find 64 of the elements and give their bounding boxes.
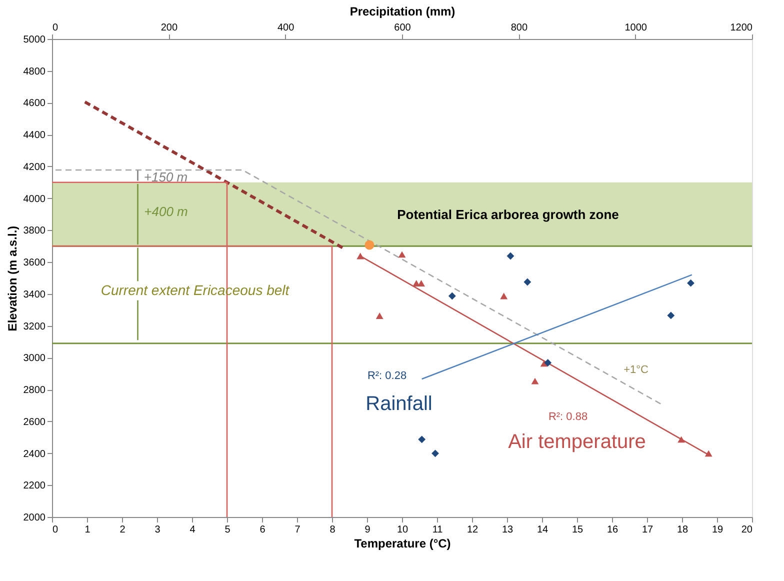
y-tick-label: 5000	[23, 34, 46, 46]
y-tick-label: 3800	[23, 226, 46, 237]
point	[500, 292, 508, 300]
point	[531, 378, 539, 384]
x2-tick-label: 800	[510, 22, 528, 34]
y-tick-label: 3200	[23, 321, 46, 332]
annotation: Rainfall	[366, 393, 432, 415]
x-tick-label: 18	[676, 524, 688, 536]
point	[364, 240, 374, 250]
y-tick-label: 3400	[23, 289, 46, 300]
y-tick-label: 2400	[23, 448, 46, 460]
x-tick-label: 4	[190, 524, 196, 536]
x-tick-label: 2	[120, 524, 126, 536]
x-tick-label: 19	[712, 524, 724, 536]
annotation: +400 m	[144, 204, 188, 219]
x-axis-title: Temperature (°C)	[354, 536, 451, 550]
y-tick-label: 4800	[23, 66, 46, 78]
x-tick-label: 13	[502, 524, 514, 536]
x-tick-label: 9	[364, 524, 371, 536]
x2-tick-label: 200	[160, 22, 178, 34]
point	[678, 436, 686, 443]
y-tick-label: 2800	[23, 385, 46, 396]
x-tick-label: 8	[330, 524, 336, 536]
x-tick-label: 0	[52, 524, 58, 536]
point	[418, 280, 425, 286]
x-tick-label: 17	[642, 524, 654, 536]
point	[704, 450, 712, 457]
x-tick-label: 5	[224, 524, 231, 536]
x-tick-label: 7	[294, 524, 301, 536]
point	[398, 251, 406, 258]
annotation: R²: 0.88	[548, 411, 588, 423]
annotation: +150 m	[144, 169, 188, 184]
x-tick-label: 20	[741, 524, 753, 536]
x2-tick-label: 0	[52, 22, 58, 34]
y-tick-label: 4000	[23, 194, 46, 205]
point	[356, 252, 364, 260]
x2-tick-label: 1200	[730, 22, 753, 34]
annotation: Air temperature	[508, 431, 646, 453]
y-tick-label: 4600	[23, 98, 46, 110]
point	[376, 312, 384, 319]
x2-tick-label: 400	[277, 22, 295, 34]
y-tick-label: 2200	[23, 480, 46, 492]
x-tick-label: 11	[432, 524, 444, 536]
y-tick-label: 2600	[23, 416, 46, 428]
x2-axis-title: Precipitation (mm)	[350, 4, 456, 18]
x-tick-label: 12	[466, 524, 478, 536]
x-tick-label: 14	[536, 524, 548, 536]
y-tick-label: 3000	[23, 353, 46, 364]
x2-tick-label: 1000	[624, 22, 648, 34]
y-axis-title: Elevation (m a.s.l.)	[5, 226, 20, 332]
x-tick-label: 1	[84, 524, 91, 536]
y-tick-label: 4400	[23, 130, 46, 142]
y-tick-label: 4200	[23, 162, 46, 173]
annotation: +1°C	[624, 364, 648, 376]
y-tick-label: 2000	[23, 512, 46, 524]
x-tick-label: 6	[260, 524, 266, 536]
y-tick-label: 3600	[23, 258, 46, 269]
annotation: Potential Erica arborea growth zone	[397, 207, 619, 222]
x-tick-label: 3	[154, 524, 161, 536]
x-tick-label: 15	[572, 524, 584, 536]
x2-tick-label: 600	[394, 22, 412, 34]
x-tick-label: 10	[396, 524, 408, 536]
annotation: R²: 0.28	[367, 370, 407, 382]
x-tick-label: 16	[606, 524, 618, 536]
